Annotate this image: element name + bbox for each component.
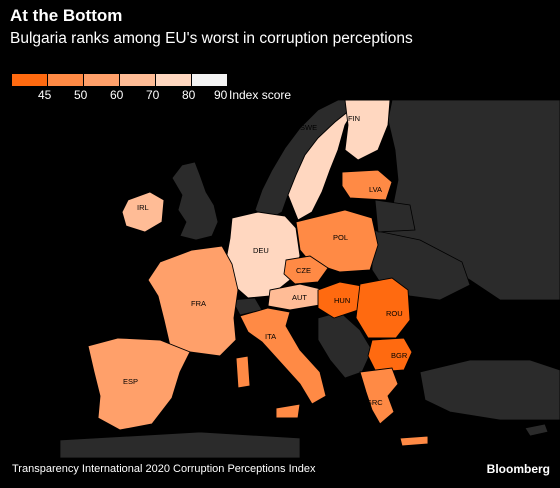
legend-swatch-50 <box>48 74 83 86</box>
legend-tick-60: 60 <box>110 88 124 102</box>
country-bgr <box>367 337 413 373</box>
legend-swatches <box>12 74 228 86</box>
legend-swatch-70 <box>120 74 155 86</box>
label-hun: HUN <box>334 296 350 305</box>
source-note: Transparency International 2020 Corrupti… <box>12 463 316 475</box>
label-rou: ROU <box>386 309 403 318</box>
country-fra <box>147 245 239 357</box>
legend-swatch-60 <box>84 74 119 86</box>
legend-swatch-90 <box>192 74 227 86</box>
label-lva: LVA <box>369 185 382 194</box>
eu-countries <box>87 100 429 447</box>
country-pol <box>295 209 379 273</box>
legend-tick-70: 70 <box>146 88 160 102</box>
label-aut: AUT <box>292 293 307 302</box>
chart-title: At the Bottom <box>10 6 123 25</box>
legend-tick-80: 80 <box>182 88 196 102</box>
label-deu: DEU <box>253 246 269 255</box>
country-labels: SWE FIN LVA IRL DEU POL CZE AUT FRA HUN … <box>123 114 408 407</box>
country-irl <box>121 191 165 233</box>
legend-swatch-45 <box>12 74 47 86</box>
legend-swatch-80 <box>156 74 191 86</box>
country-lva <box>341 169 393 201</box>
country-cze <box>283 255 329 285</box>
legend-tick-45: 45 <box>38 88 52 102</box>
label-fra: FRA <box>191 299 206 308</box>
label-irl: IRL <box>137 203 149 212</box>
north-africa-land <box>59 431 301 458</box>
country-grc <box>359 367 429 447</box>
country-ita <box>235 307 327 419</box>
label-ita: ITA <box>265 332 276 341</box>
background-land <box>59 100 560 458</box>
label-fin: FIN <box>348 114 360 123</box>
turkey-land <box>419 359 560 421</box>
label-bgr: BGR <box>391 351 408 360</box>
europe-map: SWE FIN LVA IRL DEU POL CZE AUT FRA HUN … <box>59 100 560 458</box>
country-fin <box>344 100 391 161</box>
label-pol: POL <box>333 233 348 242</box>
cyprus-land <box>524 423 549 437</box>
country-rou <box>355 277 411 339</box>
label-swe: SWE <box>300 123 317 132</box>
legend-tick-90: 90 <box>214 88 228 102</box>
legend-tick-50: 50 <box>74 88 88 102</box>
great-britain-land <box>171 161 219 241</box>
label-grc: GRC <box>366 398 383 407</box>
legend-unit: Index score <box>229 88 292 102</box>
label-cze: CZE <box>296 266 311 275</box>
belarus-land <box>374 199 416 233</box>
chart-subtitle: Bulgaria ranks among EU's worst in corru… <box>10 30 413 47</box>
bloomberg-logo: Bloomberg <box>486 462 550 476</box>
color-legend: 45 50 60 70 80 90 Index score <box>12 72 312 104</box>
label-esp: ESP <box>123 377 138 386</box>
country-esp <box>87 337 191 431</box>
